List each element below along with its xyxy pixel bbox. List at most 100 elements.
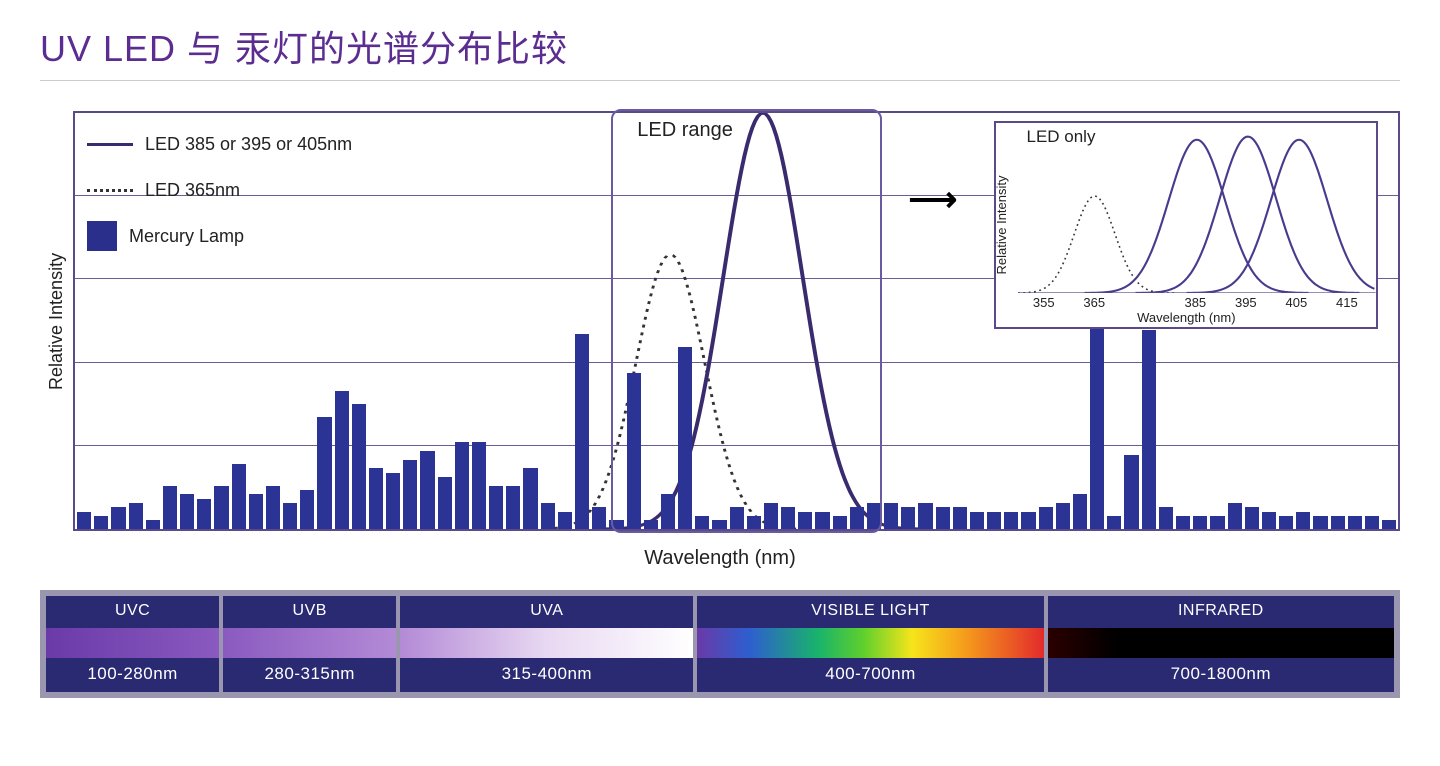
mercury-bar <box>335 391 349 529</box>
y-axis-label: Relative Intensity <box>40 111 73 531</box>
mercury-bar <box>197 499 211 529</box>
mercury-bar <box>1348 516 1362 529</box>
legend-swatch-box <box>87 221 117 251</box>
mercury-bar <box>1176 516 1190 529</box>
mercury-bar <box>386 473 400 529</box>
inset-x-ticks: 355365385395405415 <box>1018 295 1372 309</box>
inset-chart: Relative Intensity LED only 355365385395… <box>994 121 1378 329</box>
mercury-bar <box>403 460 417 529</box>
band-color-strip <box>400 628 693 658</box>
mercury-bar <box>472 442 486 529</box>
legend-row-box: Mercury Lamp <box>87 213 352 259</box>
main-chart: Relative Intensity LED range LED 385 or … <box>40 111 1400 531</box>
mercury-bar <box>1056 503 1070 529</box>
mercury-bar <box>918 503 932 529</box>
band-range: 400-700nm <box>697 658 1043 692</box>
mercury-bar <box>1021 512 1035 529</box>
mercury-bar <box>558 512 572 529</box>
mercury-bar <box>901 507 915 529</box>
mercury-bar <box>575 334 589 529</box>
spectrum-bands: UVC 100-280nmUVB280-315nmUVA315-400nmVISI… <box>40 590 1400 698</box>
x-axis-label: Wavelength (nm) <box>40 547 1400 570</box>
mercury-bar <box>489 486 503 529</box>
mercury-bar <box>300 490 314 529</box>
band-title: INFRARED <box>1048 596 1394 628</box>
title-divider <box>40 80 1400 81</box>
mercury-bar <box>1004 512 1018 529</box>
spectrum-band: VISIBLE LIGHT 400-700nm <box>697 596 1043 692</box>
led-range-label: LED range <box>637 119 733 142</box>
mercury-bar <box>317 417 331 529</box>
mercury-bar <box>214 486 228 529</box>
legend: LED 385 or 395 or 405nm LED 365nm Mercur… <box>87 121 352 259</box>
legend-row-solid: LED 385 or 395 or 405nm <box>87 121 352 167</box>
inset-tick: 355 <box>1033 295 1055 310</box>
mercury-bar <box>420 451 434 529</box>
inset-y-axis-label: Relative Intensity <box>994 176 1009 275</box>
legend-swatch-dashed-line <box>87 189 133 192</box>
legend-label-solid: LED 385 or 395 or 405nm <box>145 134 352 155</box>
inset-x-axis-label: Wavelength (nm) <box>996 310 1376 325</box>
mercury-bar <box>970 512 984 529</box>
page-title: UV LED 与 汞灯的光谱分布比较 <box>40 20 1400 72</box>
mercury-bar <box>1365 516 1379 529</box>
mercury-bar <box>936 507 950 529</box>
mercury-bar <box>1073 494 1087 529</box>
band-title: UVB <box>223 596 396 628</box>
arrow-icon: ⟶ <box>908 180 957 220</box>
mercury-bar <box>163 486 177 529</box>
mercury-bar <box>523 468 537 529</box>
mercury-bar <box>1313 516 1327 529</box>
band-color-strip <box>46 628 219 658</box>
mercury-bar <box>884 503 898 529</box>
legend-swatch-solid-line <box>87 143 133 146</box>
mercury-bar <box>111 507 125 529</box>
band-range: 100-280nm <box>46 658 219 692</box>
legend-label-box: Mercury Lamp <box>129 226 244 247</box>
band-title: VISIBLE LIGHT <box>697 596 1043 628</box>
band-range: 700-1800nm <box>1048 658 1394 692</box>
mercury-bar <box>438 477 452 529</box>
led-range-box <box>611 109 882 533</box>
mercury-bar <box>1279 516 1293 529</box>
mercury-bar <box>180 494 194 529</box>
inset-tick: 365 <box>1083 295 1105 310</box>
mercury-bar <box>232 464 246 529</box>
mercury-bar <box>1124 455 1138 529</box>
band-title: UVC <box>46 596 219 628</box>
legend-label-dashed: LED 365nm <box>145 180 240 201</box>
mercury-bar <box>987 512 1001 529</box>
legend-row-dashed: LED 365nm <box>87 167 352 213</box>
spectrum-band: INFRARED 700-1800nm <box>1048 596 1394 692</box>
mercury-bar <box>506 486 520 529</box>
inset-tick: 405 <box>1285 295 1307 310</box>
mercury-bar <box>1382 520 1396 529</box>
mercury-bar <box>455 442 469 529</box>
spectrum-band: UVB280-315nm <box>223 596 396 692</box>
mercury-bar <box>1331 516 1345 529</box>
mercury-bar <box>266 486 280 529</box>
mercury-bar <box>592 507 606 529</box>
mercury-bar <box>1107 516 1121 529</box>
mercury-bar <box>77 512 91 529</box>
mercury-bar <box>1039 507 1053 529</box>
mercury-bar <box>352 404 366 529</box>
mercury-bar <box>1228 503 1242 529</box>
band-color-strip <box>697 628 1043 658</box>
mercury-bar <box>1142 330 1156 529</box>
mercury-bar <box>1262 512 1276 529</box>
chart-plot-area: LED range LED 385 or 395 or 405nm LED 36… <box>73 111 1400 531</box>
mercury-bar <box>1210 516 1224 529</box>
band-color-strip <box>1048 628 1394 658</box>
mercury-bar <box>1296 512 1310 529</box>
band-title: UVA <box>400 596 693 628</box>
mercury-bar <box>1090 313 1104 529</box>
spectrum-band: UVA315-400nm <box>400 596 693 692</box>
inset-tick: 385 <box>1184 295 1206 310</box>
inset-tick: 395 <box>1235 295 1257 310</box>
mercury-bar <box>369 468 383 529</box>
mercury-bar <box>146 520 160 529</box>
mercury-bar <box>249 494 263 529</box>
mercury-bar <box>1245 507 1259 529</box>
mercury-bar <box>1193 516 1207 529</box>
